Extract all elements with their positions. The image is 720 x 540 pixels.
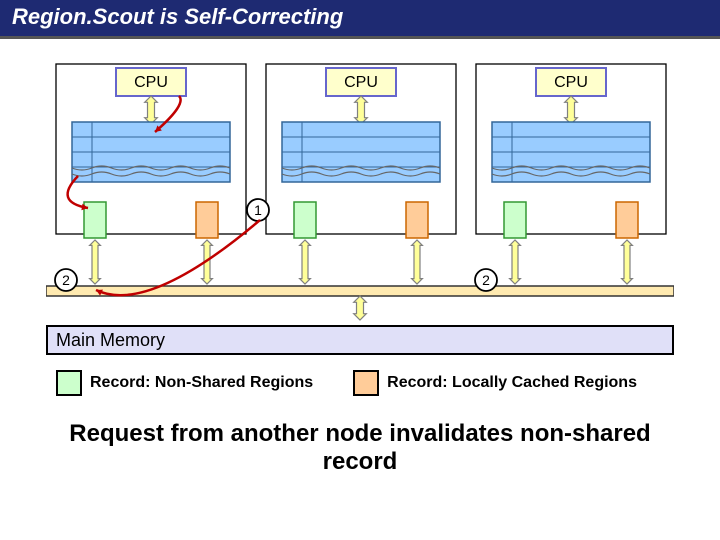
legend-cached-label: Record: Locally Cached Regions [387, 374, 637, 392]
title-text: Region.Scout is Self-Correcting [12, 4, 343, 29]
svg-text:2: 2 [482, 272, 490, 288]
swatch-cached [353, 370, 379, 396]
legend-cached: Record: Locally Cached Regions [353, 370, 637, 396]
main-memory-label: Main Memory [56, 330, 165, 351]
svg-text:2: 2 [62, 272, 70, 288]
svg-text:CPU: CPU [344, 74, 378, 91]
architecture-diagram: CPU 2 CPU 1 CPU 2 [46, 56, 674, 308]
legend: Record: Non-Shared Regions Record: Local… [56, 370, 700, 396]
main-memory-box: Main Memory [46, 325, 674, 355]
legend-nonshared: Record: Non-Shared Regions [56, 370, 313, 396]
swatch-nonshared [56, 370, 82, 396]
svg-text:CPU: CPU [134, 74, 168, 91]
svg-text:1: 1 [254, 202, 262, 218]
diagram-svg: CPU 2 CPU 1 CPU 2 [46, 56, 674, 328]
svg-text:CPU: CPU [554, 74, 588, 91]
slide-title: Region.Scout is Self-Correcting [0, 0, 720, 39]
footer-caption: Request from another node invalidates no… [0, 420, 720, 475]
legend-nonshared-label: Record: Non-Shared Regions [90, 374, 313, 392]
